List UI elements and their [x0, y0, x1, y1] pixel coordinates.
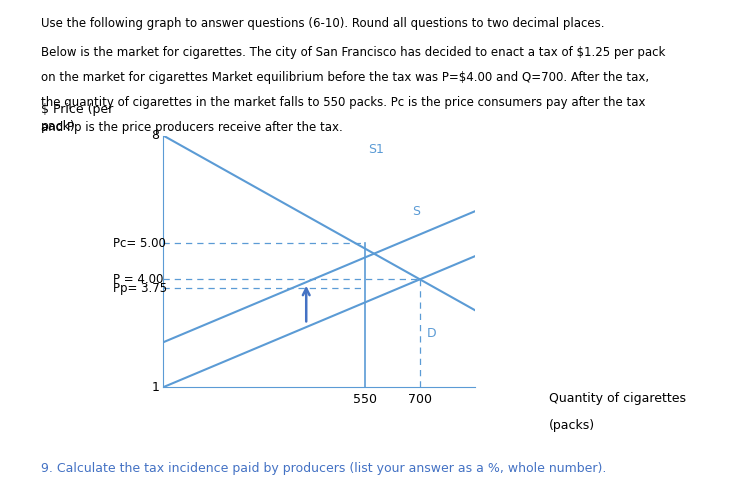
Text: $ Price (per: $ Price (per — [41, 103, 113, 116]
Text: Quantity of cigarettes: Quantity of cigarettes — [549, 392, 686, 405]
Text: pack): pack) — [41, 120, 76, 133]
Text: (packs): (packs) — [549, 419, 595, 432]
Text: S: S — [413, 205, 421, 217]
Text: the quantity of cigarettes in the market falls to 550 packs. Pc is the price con: the quantity of cigarettes in the market… — [41, 96, 646, 109]
Text: S1: S1 — [369, 143, 384, 156]
Text: P = 4.00: P = 4.00 — [113, 273, 163, 286]
Text: Below is the market for cigarettes. The city of San Francisco has decided to ena: Below is the market for cigarettes. The … — [41, 46, 665, 59]
Text: Pc= 5.00: Pc= 5.00 — [113, 237, 165, 250]
Text: D: D — [427, 327, 437, 340]
Text: 1: 1 — [151, 381, 160, 393]
Text: and Pp is the price producers receive after the tax.: and Pp is the price producers receive af… — [41, 121, 343, 135]
Text: 9. Calculate the tax incidence paid by producers (list your answer as a %, whole: 9. Calculate the tax incidence paid by p… — [41, 462, 606, 475]
Text: Pp= 3.75: Pp= 3.75 — [113, 282, 167, 295]
Text: on the market for cigarettes Market equilibrium before the tax was P=$4.00 and Q: on the market for cigarettes Market equi… — [41, 71, 649, 84]
Text: 8: 8 — [151, 129, 160, 142]
Text: Use the following graph to answer questions (6-10). Round all questions to two d: Use the following graph to answer questi… — [41, 17, 604, 30]
